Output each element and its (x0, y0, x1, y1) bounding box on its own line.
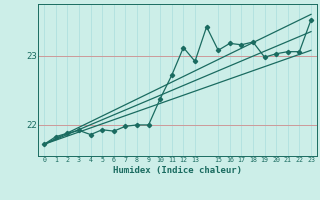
X-axis label: Humidex (Indice chaleur): Humidex (Indice chaleur) (113, 166, 242, 175)
